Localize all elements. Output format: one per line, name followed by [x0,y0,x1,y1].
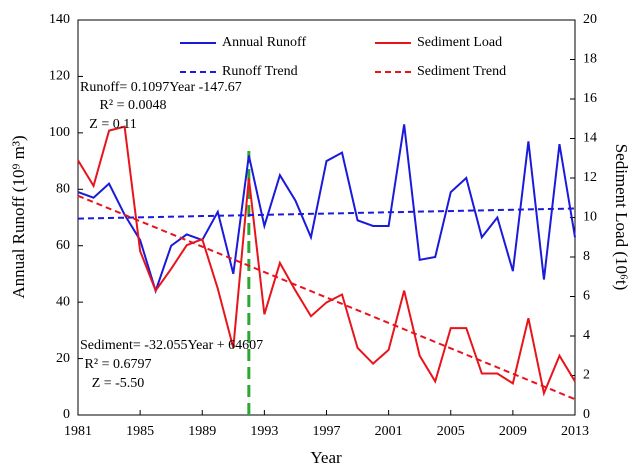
y-tick-label: 40 [56,294,70,309]
y2-tick-label: 18 [583,52,597,67]
x-tick-label: 2009 [499,424,527,439]
y-tick-label: 140 [49,12,70,27]
y2-tick-label: 4 [583,328,590,343]
annotation: R² = 0.6797 [85,357,152,372]
y-axis-label: Annual Runoff (10⁹ m³) [9,135,28,298]
x-axis-label: Year [310,448,342,467]
y-tick-label: 80 [56,182,70,197]
y-tick-label: 60 [56,238,70,253]
annotation: Z = -5.50 [92,376,145,391]
y2-tick-label: 8 [583,249,590,264]
y2-tick-label: 16 [583,91,597,106]
x-tick-label: 1997 [313,424,341,439]
y2-tick-label: 0 [583,407,590,422]
y-tick-label: 20 [56,351,70,366]
series-line [77,125,576,397]
y2-tick-label: 14 [583,131,597,146]
legend-label: Annual Runoff [222,35,306,50]
x-tick-label: 1993 [250,424,278,439]
y-tick-label: 0 [63,407,70,422]
annotation: Z = 0.11 [89,117,136,132]
legend-label: Sediment Load [417,35,502,50]
x-tick-label: 2005 [437,424,465,439]
legend-label: Sediment Trend [417,64,506,79]
x-tick-label: 2013 [561,424,589,439]
y2-tick-label: 6 [583,289,590,304]
series-line [77,207,576,220]
y2-tick-label: 2 [583,368,590,383]
y2-tick-label: 20 [583,12,597,27]
annotation: Runoff= 0.1097Year -147.67 [80,80,242,95]
annotation: R² = 0.0048 [100,98,167,113]
y-tick-label: 100 [49,125,70,140]
y2-tick-label: 10 [583,210,597,225]
series-line [77,124,576,295]
x-tick-label: 1985 [126,424,154,439]
x-tick-label: 2001 [375,424,403,439]
legend-label: Runoff Trend [222,64,298,79]
annotation: Sediment= -32.055Year + 64607 [80,338,263,353]
y2-tick-label: 12 [583,170,597,185]
x-tick-label: 1989 [188,424,216,439]
y2-axis-label: Sediment Load (10⁶t) [612,144,631,291]
x-tick-label: 1981 [64,424,92,439]
y-tick-label: 120 [49,69,70,84]
